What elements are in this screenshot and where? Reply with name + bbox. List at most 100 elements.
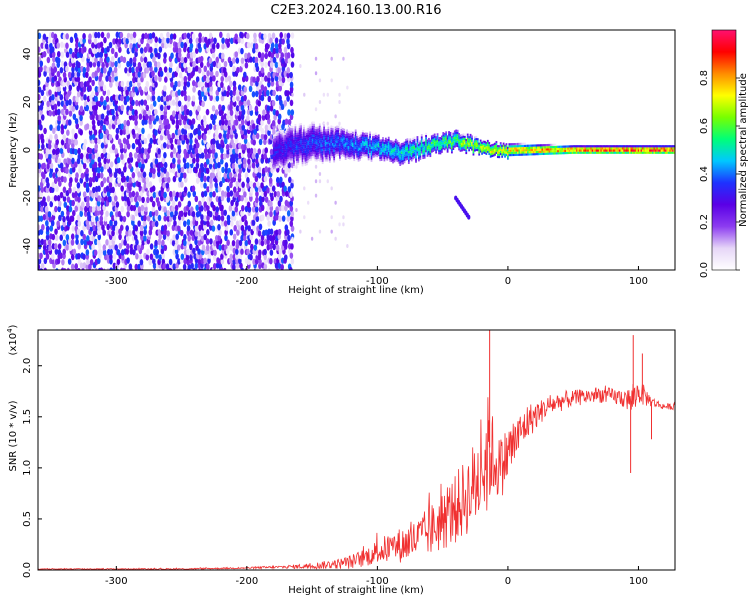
heatmap-cell <box>67 258 72 265</box>
heatmap-cell <box>53 33 58 40</box>
heatmap-cell <box>364 143 367 146</box>
heatmap-cell <box>124 67 128 74</box>
heatmap-cell <box>580 151 583 154</box>
heatmap-cell <box>55 138 59 146</box>
heatmap-cell <box>74 161 78 168</box>
heatmap-cell <box>305 156 308 159</box>
heatmap-cell <box>201 196 206 203</box>
heatmap-cell <box>157 52 161 60</box>
heatmap-cell <box>525 153 528 156</box>
heatmap-cell <box>106 104 110 111</box>
heatmap-cell <box>100 113 105 120</box>
heatmap-cell <box>51 103 55 111</box>
heatmap-cell <box>214 162 218 169</box>
heatmap-cell <box>330 136 333 139</box>
heatmap-cell <box>318 127 321 131</box>
heatmap-cell <box>236 229 240 236</box>
heatmap-cell <box>76 182 81 189</box>
heatmap-cell <box>280 263 284 270</box>
heatmap-cell <box>384 150 387 153</box>
heatmap-cell <box>321 159 324 162</box>
heatmap-cell <box>303 157 305 160</box>
heatmap-cell <box>425 132 427 136</box>
heatmap-cell <box>458 139 460 142</box>
heatmap-cell <box>229 253 234 260</box>
heatmap-cell <box>471 135 473 138</box>
heatmap-cell <box>203 86 208 93</box>
heatmap-cell <box>42 33 47 40</box>
heatmap-cell <box>384 137 387 140</box>
heatmap-cell <box>396 142 399 145</box>
heatmap-cell <box>564 147 567 150</box>
heatmap-cell <box>108 181 113 189</box>
heatmap-cell <box>446 143 449 147</box>
heatmap-cell <box>305 162 308 166</box>
heatmap-cell <box>143 214 147 222</box>
heatmap-cell <box>405 143 407 146</box>
heatmap-cell <box>607 149 610 152</box>
heatmap-cell <box>209 177 213 184</box>
heatmap-cell <box>350 139 353 142</box>
heatmap-cell <box>326 139 328 143</box>
heatmap-cell <box>455 129 458 132</box>
heatmap-cell <box>344 136 347 139</box>
heatmap-cell <box>54 205 58 213</box>
heatmap-cell <box>416 146 419 150</box>
heatmap-cell <box>51 253 55 260</box>
heatmap-cell <box>91 133 96 141</box>
heatmap-cell <box>44 205 49 213</box>
heatmap-cell <box>188 167 193 174</box>
heatmap-cell <box>422 148 425 151</box>
heatmap-cell <box>116 156 121 164</box>
heatmap-cell <box>305 134 308 138</box>
heatmap-cell <box>519 151 522 154</box>
heatmap-cell <box>587 151 590 154</box>
heatmap-cell <box>357 159 360 162</box>
heatmap-cell <box>100 31 105 39</box>
heatmap-cell <box>425 134 427 138</box>
heatmap-cell <box>62 229 66 237</box>
heatmap-cell <box>172 147 177 154</box>
heatmap-cell <box>54 248 59 255</box>
heatmap-cell <box>382 139 384 142</box>
heatmap-cell <box>117 62 122 69</box>
heatmap-cell <box>172 175 177 183</box>
heatmap-cell <box>422 141 425 144</box>
heatmap-cell <box>567 147 570 150</box>
heatmap-cell <box>308 148 311 151</box>
heatmap-cell <box>485 144 488 147</box>
heatmap-cell <box>254 90 259 98</box>
heatmap-cell <box>299 64 302 68</box>
heatmap-cell <box>96 209 101 216</box>
heatmap-cell <box>438 139 440 142</box>
heatmap-cell <box>331 149 334 152</box>
heatmap-cell <box>281 165 284 168</box>
heatmap-cell <box>354 144 357 147</box>
heatmap-cell <box>570 149 572 152</box>
heatmap-cell <box>353 154 356 157</box>
heatmap-cell <box>338 92 341 97</box>
heatmap-cell <box>428 137 430 141</box>
heatmap-cell <box>455 142 458 145</box>
heatmap-cell <box>387 156 390 159</box>
heatmap-cell <box>251 206 256 213</box>
heatmap-cell <box>203 65 208 73</box>
heatmap-cell <box>380 156 383 159</box>
heatmap-cell <box>182 172 187 179</box>
heatmap-cell <box>417 146 420 149</box>
heatmap-cell <box>501 144 504 147</box>
heatmap-cell <box>422 143 425 147</box>
heatmap-cell <box>102 229 106 236</box>
heatmap-cell <box>491 154 494 158</box>
heatmap-cell <box>177 143 181 151</box>
heatmap-cell <box>463 133 466 136</box>
heatmap-cell <box>275 135 278 139</box>
heatmap-cell <box>518 142 521 146</box>
heatmap-cell <box>91 42 95 49</box>
heatmap-cell <box>524 142 527 145</box>
heatmap-cell <box>183 114 188 122</box>
heatmap-cell <box>524 144 527 147</box>
heatmap-cell <box>172 190 176 197</box>
heatmap-cell <box>295 164 298 169</box>
heatmap-cell <box>281 141 284 144</box>
